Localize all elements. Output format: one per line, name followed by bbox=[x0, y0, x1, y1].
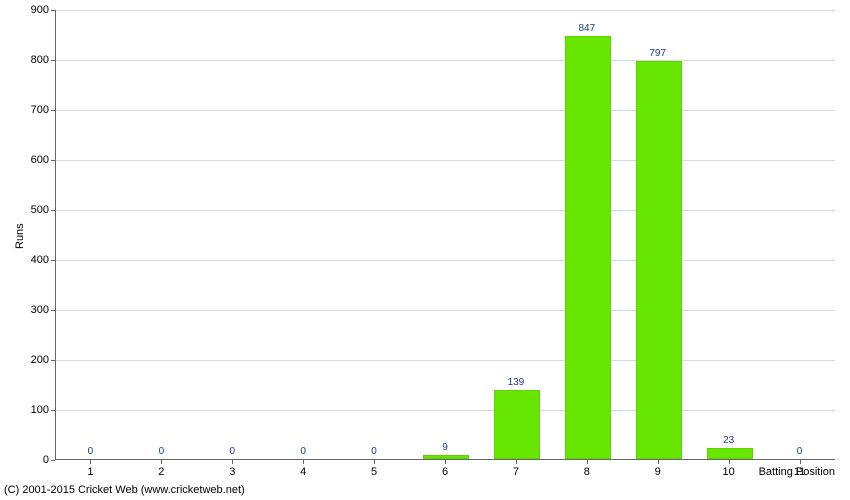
x-tick-label: 9 bbox=[655, 466, 661, 478]
bar-value-label: 139 bbox=[508, 377, 525, 388]
bar bbox=[565, 36, 611, 460]
y-tick-mark bbox=[51, 310, 55, 311]
x-tick-mark bbox=[161, 460, 162, 464]
y-tick-label: 700 bbox=[23, 104, 49, 116]
gridline bbox=[56, 10, 835, 11]
gridline bbox=[56, 60, 835, 61]
bar bbox=[494, 390, 540, 460]
y-tick-label: 900 bbox=[23, 4, 49, 16]
bar bbox=[423, 455, 469, 460]
x-tick-mark bbox=[374, 460, 375, 464]
bar-value-label: 0 bbox=[797, 446, 803, 457]
y-tick-mark bbox=[51, 260, 55, 261]
x-tick-mark bbox=[658, 460, 659, 464]
bar-value-label: 0 bbox=[88, 446, 94, 457]
y-tick-mark bbox=[51, 460, 55, 461]
x-tick-label: 4 bbox=[300, 466, 306, 478]
gridline bbox=[56, 310, 835, 311]
y-tick-label: 800 bbox=[23, 54, 49, 66]
gridline bbox=[56, 260, 835, 261]
bar-value-label: 847 bbox=[578, 23, 595, 34]
y-tick-mark bbox=[51, 10, 55, 11]
y-axis-label: Runs bbox=[14, 223, 26, 249]
copyright-text: (C) 2001-2015 Cricket Web (www.cricketwe… bbox=[4, 484, 245, 496]
x-tick-label: 1 bbox=[87, 466, 93, 478]
gridline bbox=[56, 360, 835, 361]
x-tick-label: 10 bbox=[723, 466, 735, 478]
bar bbox=[707, 448, 753, 460]
bar-value-label: 23 bbox=[723, 435, 734, 446]
y-tick-mark bbox=[51, 360, 55, 361]
x-tick-mark bbox=[445, 460, 446, 464]
y-tick-mark bbox=[51, 110, 55, 111]
bar-value-label: 0 bbox=[229, 446, 235, 457]
bar-value-label: 797 bbox=[649, 48, 666, 59]
chart-container: Runs Batting Position (C) 2001-2015 Cric… bbox=[0, 0, 850, 500]
gridline bbox=[56, 210, 835, 211]
bar bbox=[636, 61, 682, 460]
x-tick-label: 2 bbox=[158, 466, 164, 478]
plot-area bbox=[55, 10, 835, 460]
y-tick-label: 100 bbox=[23, 404, 49, 416]
y-tick-label: 300 bbox=[23, 304, 49, 316]
x-tick-mark bbox=[90, 460, 91, 464]
x-tick-mark bbox=[516, 460, 517, 464]
x-tick-mark bbox=[729, 460, 730, 464]
y-tick-mark bbox=[51, 160, 55, 161]
bar-value-label: 0 bbox=[371, 446, 377, 457]
x-tick-label: 8 bbox=[584, 466, 590, 478]
y-tick-mark bbox=[51, 410, 55, 411]
x-tick-mark bbox=[303, 460, 304, 464]
y-tick-label: 500 bbox=[23, 204, 49, 216]
x-tick-label: 7 bbox=[513, 466, 519, 478]
gridline bbox=[56, 160, 835, 161]
x-tick-label: 3 bbox=[229, 466, 235, 478]
y-tick-label: 600 bbox=[23, 154, 49, 166]
x-tick-mark bbox=[587, 460, 588, 464]
bar-value-label: 0 bbox=[300, 446, 306, 457]
y-tick-label: 0 bbox=[23, 454, 49, 466]
x-tick-label: 11 bbox=[794, 466, 805, 478]
x-tick-mark bbox=[800, 460, 801, 464]
x-tick-mark bbox=[232, 460, 233, 464]
x-tick-label: 5 bbox=[371, 466, 377, 478]
x-tick-label: 6 bbox=[442, 466, 448, 478]
y-tick-label: 400 bbox=[23, 254, 49, 266]
gridline bbox=[56, 410, 835, 411]
y-tick-mark bbox=[51, 60, 55, 61]
y-tick-label: 200 bbox=[23, 354, 49, 366]
gridline bbox=[56, 110, 835, 111]
bar-value-label: 0 bbox=[159, 446, 165, 457]
y-tick-mark bbox=[51, 210, 55, 211]
bar-value-label: 9 bbox=[442, 442, 448, 453]
